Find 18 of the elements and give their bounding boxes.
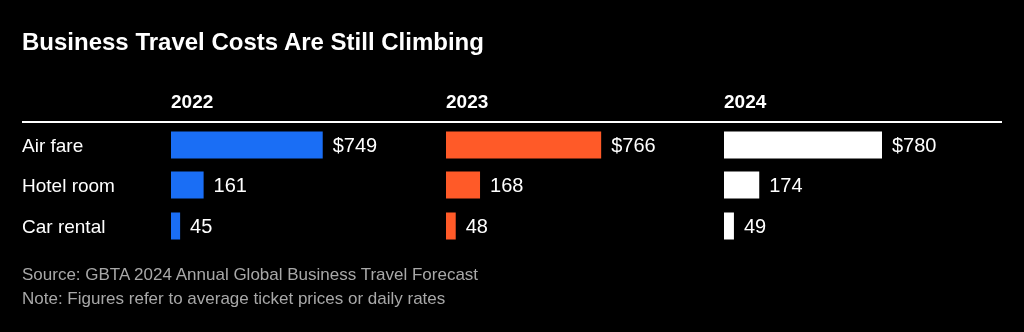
chart-title: Business Travel Costs Are Still Climbing	[22, 28, 484, 55]
data-label: 45	[190, 215, 213, 237]
data-label: $766	[611, 134, 656, 156]
text: Note: Figures refer to average ticket prices or daily rates	[22, 289, 446, 308]
data-label: 168	[490, 174, 524, 196]
data-label: 174	[769, 174, 803, 196]
data-label: 49	[743, 215, 767, 237]
y-tick-label: Hotel room	[22, 174, 115, 196]
data-label: $749	[332, 134, 378, 156]
y-tick-label: Car rental	[22, 215, 106, 237]
data-label: 161	[213, 174, 247, 196]
data-label: $780	[892, 134, 937, 156]
y-tick-label: Air fare	[22, 134, 84, 156]
chart-subtitle: 2023	[446, 91, 489, 112]
source-note: Source: GBTA 2024 Annual Global Business Travel Forecast	[22, 265, 479, 284]
chart-subtitle: 2022	[171, 91, 214, 112]
data-label: 48	[465, 215, 488, 237]
chart-subtitle: 2024	[724, 91, 767, 112]
